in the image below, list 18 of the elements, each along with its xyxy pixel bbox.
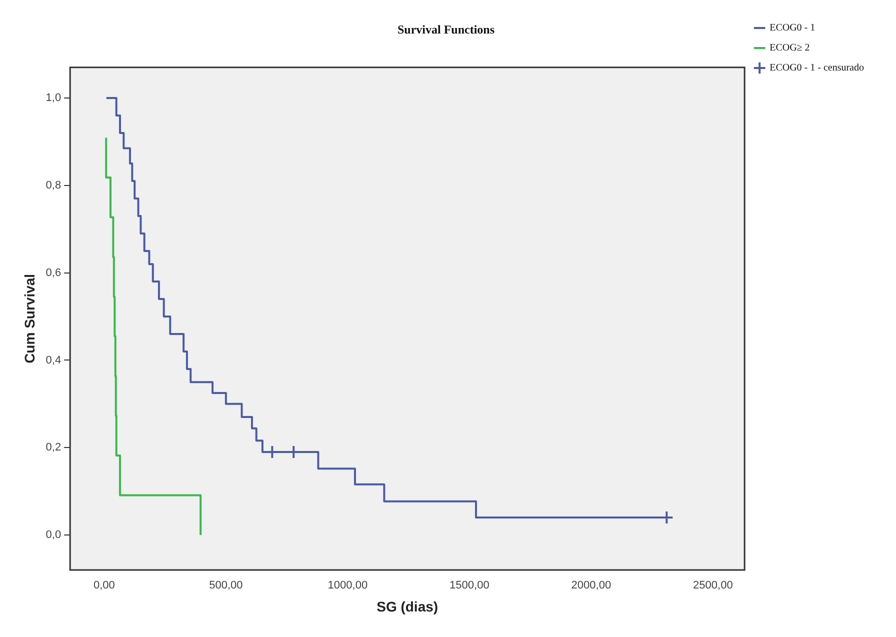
x-tick-label: 2000,00 bbox=[571, 580, 612, 592]
y-tick-label: 0,8 bbox=[46, 179, 62, 192]
y-tick-label: 0,2 bbox=[46, 442, 62, 454]
y-tick-label: 0,0 bbox=[46, 529, 62, 542]
x-axis-title: SG (dias) bbox=[376, 598, 438, 614]
legend-label: ECOG0 - 1 - censurado bbox=[770, 62, 864, 74]
legend-label: ECOG≥ 2 bbox=[770, 42, 810, 54]
chart-title: Survival Functions bbox=[397, 22, 495, 36]
y-axis-title: Cum Survival bbox=[21, 274, 38, 364]
x-tick-label: 2500,00 bbox=[693, 580, 733, 592]
y-tick-label: 0,6 bbox=[46, 266, 62, 279]
y-tick-label: 0,4 bbox=[46, 354, 62, 366]
legend-label: ECOG0 - 1 bbox=[770, 22, 816, 34]
x-tick-label: 1000,00 bbox=[328, 580, 368, 592]
y-tick-label: 1,0 bbox=[46, 92, 62, 104]
x-tick-label: 500,00 bbox=[209, 580, 243, 592]
x-tick-label: 0,00 bbox=[93, 580, 115, 592]
x-tick-label: 1500,00 bbox=[450, 580, 490, 592]
